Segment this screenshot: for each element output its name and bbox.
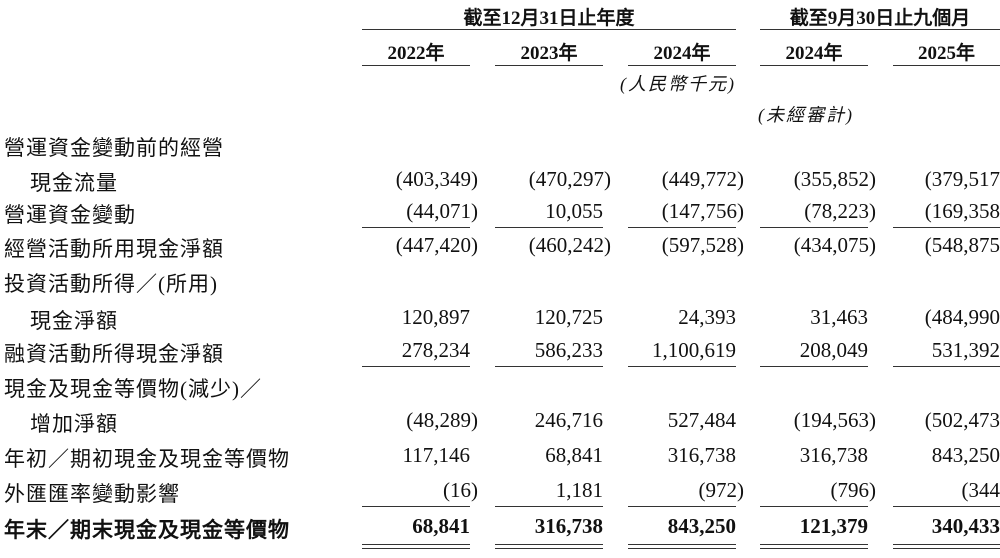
cell-value: (147,756) [661,199,744,223]
unit-note: (人民幣千元) [620,74,736,94]
cell-value: (194,563) [793,408,876,432]
year-rule [495,65,603,66]
cell-value: (460,242) [528,233,611,257]
cell-value: 1,181 [555,478,603,502]
subtotal-rule [362,227,470,228]
cell-value: (434,075) [793,233,876,257]
year-header: 2022年 [387,43,445,64]
year-rule [893,65,1000,66]
cell-value: (548,875 [924,233,1000,257]
cell-value: 531,392 [931,338,1000,362]
row-label: 增加淨額 [30,412,118,436]
cell-value: 10,055 [545,199,603,223]
subtotal-rule [760,227,868,228]
subtotal-rule [495,506,603,507]
year-header: 2024年 [785,43,843,64]
cell-value: 31,463 [810,305,868,329]
cell-value: (470,297) [528,167,611,191]
unaudited-note: (未經審計) [758,105,854,125]
subtotal-rule [628,227,736,228]
cell-value: 208,049 [799,338,868,362]
cell-value: 586,233 [534,338,603,362]
row-label: 投資活動所得／(所用) [4,272,218,296]
cell-value: (403,349) [395,167,478,191]
row-label: 年初／期初現金及現金等價物 [4,447,290,471]
cell-value: 120,725 [534,305,603,329]
double-underline [495,544,603,549]
year-rule [362,65,470,66]
cell-value: 316,738 [799,443,868,467]
cell-value: 527,484 [667,408,736,432]
cell-value: 316,738 [534,514,603,538]
cell-value: 121,379 [799,514,868,538]
header-rule [362,29,736,30]
header-group-nine-months: 截至9月30日止九個月 [789,8,971,29]
subtotal-rule [495,227,603,228]
subtotal-rule [495,366,603,367]
cell-value: 246,716 [534,408,603,432]
cell-value: 24,393 [678,305,736,329]
subtotal-rule [893,227,1000,228]
row-label: 營運資金變動 [4,203,136,227]
cell-value: (16) [443,478,478,502]
cell-value: 120,897 [401,305,470,329]
year-header: 2024年 [653,43,711,64]
cell-value: (169,358 [924,199,1000,223]
cell-value: (355,852) [793,167,876,191]
cell-value: 278,234 [401,338,470,362]
cell-value: 68,841 [412,514,470,538]
row-label: 現金流量 [30,171,118,195]
subtotal-rule [362,506,470,507]
subtotal-rule [760,366,868,367]
cell-value: 316,738 [667,443,736,467]
subtotal-rule [893,366,1000,367]
header-rule [760,29,1000,30]
cell-value: (796) [830,478,877,502]
double-underline [628,544,736,549]
cell-value: (597,528) [661,233,744,257]
cell-value: (449,772) [661,167,744,191]
cell-value: (48,289) [406,408,478,432]
row-label: 現金及現金等價物(減少)／ [4,377,262,401]
cell-value: 843,250 [667,514,736,538]
cell-value: (344 [961,478,1000,502]
row-label: 營運資金變動前的經營 [4,136,224,160]
cell-value: 843,250 [931,443,1000,467]
header-group-fiscal-year: 截至12月31日止年度 [463,8,635,29]
row-label: 外匯匯率變動影響 [4,482,180,506]
double-underline [362,544,470,549]
cell-value: 117,146 [402,443,470,467]
row-label: 年末／期末現金及現金等價物 [4,518,290,542]
year-header: 2023年 [520,43,578,64]
subtotal-rule [893,506,1000,507]
cell-value: (484,990 [924,305,1000,329]
row-label: 經營活動所用現金淨額 [4,237,224,261]
double-underline [893,544,1000,549]
cell-value: (44,071) [406,199,478,223]
subtotal-rule [362,366,470,367]
row-label: 現金淨額 [30,309,118,333]
cell-value: 1,100,619 [652,338,736,362]
cell-value: (972) [698,478,745,502]
double-underline [760,544,868,549]
year-rule [628,65,736,66]
cell-value: (447,420) [395,233,478,257]
cell-value: (379,517 [924,167,1000,191]
cell-value: 340,433 [931,514,1000,538]
year-header: 2025年 [917,43,975,64]
cell-value: (502,473 [924,408,1000,432]
row-label: 融資活動所得現金淨額 [4,342,224,366]
subtotal-rule [760,506,868,507]
year-rule [760,65,868,66]
subtotal-rule [628,366,736,367]
subtotal-rule [628,506,736,507]
cell-value: 68,841 [545,443,603,467]
cell-value: (78,223) [804,199,876,223]
